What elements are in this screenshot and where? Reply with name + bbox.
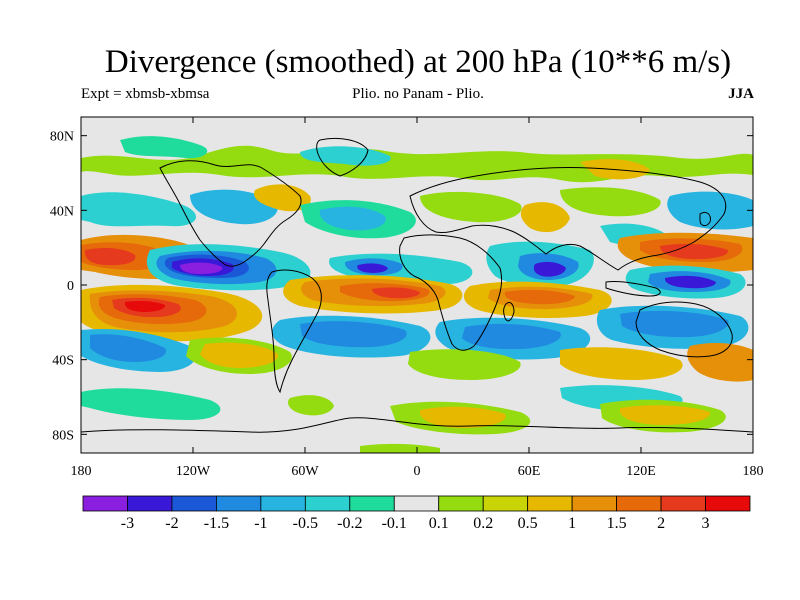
axis-ticks: 180 120W 60W 0 60E 120E 180 80N 40N 0 40S 80S	[50, 117, 764, 479]
colorbar-swatch	[171, 495, 217, 512]
colorbar-label: -0.5	[293, 515, 318, 532]
coastlines	[81, 137, 753, 433]
experiment-label: Expt = xbmsb-xbmsa	[81, 86, 210, 102]
field-contour	[120, 136, 208, 159]
colorbar-label: 0.2	[473, 515, 493, 532]
y-tick-label: 80S	[52, 428, 74, 443]
field-contour	[300, 321, 407, 348]
colorbar: -3 -2 -1.5 -1 -0.5 -0.2 -0.1 0.1 0.2 0.5 1 1.5 2 3	[82, 495, 751, 532]
x-tick-label: 60E	[518, 464, 541, 479]
field-contour	[81, 388, 221, 420]
colorbar-label: 1.5	[607, 515, 627, 532]
coastline-madagascar	[503, 301, 515, 322]
colorbar-swatch	[527, 495, 573, 512]
field-contour	[533, 261, 566, 277]
field-contour	[462, 323, 561, 350]
coastline-south-america	[266, 269, 322, 394]
field-contour	[560, 187, 661, 217]
colorbar-swatch	[571, 495, 618, 512]
field-contour	[620, 405, 711, 425]
field-contour	[372, 287, 420, 299]
colorbar-swatch	[393, 495, 440, 512]
coastline-australia	[635, 301, 733, 358]
field-contour	[667, 191, 753, 230]
chart-title: Divergence (smoothed) at 200 hPa (10**6 …	[104, 44, 732, 80]
colorbar-swatch	[260, 495, 306, 512]
colorbar-label: -3	[121, 515, 134, 532]
colorbar-label: 3	[702, 515, 710, 532]
colorbar-swatch	[349, 495, 395, 512]
coastline-greenland	[316, 137, 369, 177]
colorbar-label: -0.1	[382, 515, 407, 532]
field-contour	[90, 334, 166, 362]
field-contour	[357, 263, 388, 273]
season-label: JJA	[728, 86, 754, 102]
field-contour	[84, 247, 136, 266]
colorbar-label: 0.5	[518, 515, 538, 532]
colorbar-label: 2	[657, 515, 665, 532]
field-contour	[81, 145, 753, 183]
colorbar-swatch	[215, 495, 262, 512]
coastline-indonesia	[605, 281, 661, 297]
field-contour	[420, 191, 522, 223]
field-contour	[288, 395, 334, 416]
colorbar-swatch	[82, 495, 128, 512]
colorbar-swatch	[705, 495, 751, 512]
field-contour	[408, 349, 521, 380]
colorbar-label: 1	[568, 515, 576, 532]
y-tick-label: 40N	[50, 204, 74, 219]
colorbar-swatch	[304, 495, 351, 512]
colorbar-swatch	[482, 495, 529, 512]
colorbar-label: -1.5	[204, 515, 229, 532]
field-contour	[560, 347, 683, 380]
field-contour	[664, 275, 716, 289]
x-tick-label: 120W	[176, 464, 211, 479]
field-contour	[620, 310, 729, 338]
field-contour	[687, 343, 753, 382]
coastline-africa	[399, 234, 503, 351]
colorbar-label: -2	[165, 515, 178, 532]
field-contour	[200, 342, 279, 368]
coastline-north-america	[159, 160, 302, 267]
x-tick-label: 0	[414, 464, 421, 479]
coastline-eurasia	[409, 166, 727, 271]
x-tick-label: 180	[743, 464, 764, 479]
x-tick-label: 60W	[291, 464, 319, 479]
colorbar-label: -0.2	[337, 515, 362, 532]
colorbar-label: -1	[254, 515, 267, 532]
field-contour	[504, 289, 575, 305]
field-contour	[520, 202, 570, 233]
colorbar-swatch	[660, 495, 706, 512]
colorbar-label: 0.1	[429, 515, 449, 532]
colorbar-swatch	[127, 495, 173, 512]
field-contour	[254, 184, 311, 212]
x-tick-label: 180	[71, 464, 92, 479]
field-contour	[81, 192, 197, 227]
colorbar-swatch	[616, 495, 662, 512]
colorbar-swatch	[438, 495, 484, 512]
y-tick-label: 40S	[52, 354, 74, 369]
field-contour	[660, 243, 729, 260]
x-tick-label: 120E	[626, 464, 656, 479]
field-contour	[180, 262, 223, 274]
field-contour	[420, 406, 506, 428]
divergence-field	[81, 136, 753, 453]
coastline-antarctica	[81, 417, 753, 433]
field-contour	[124, 301, 166, 312]
comparison-label: Plio. no Panam - Plio.	[352, 86, 484, 102]
coastline-japan	[699, 211, 711, 227]
y-tick-label: 80N	[50, 130, 74, 145]
field-contour	[319, 206, 386, 231]
y-tick-label: 0	[67, 279, 74, 294]
field-contour	[360, 443, 440, 453]
